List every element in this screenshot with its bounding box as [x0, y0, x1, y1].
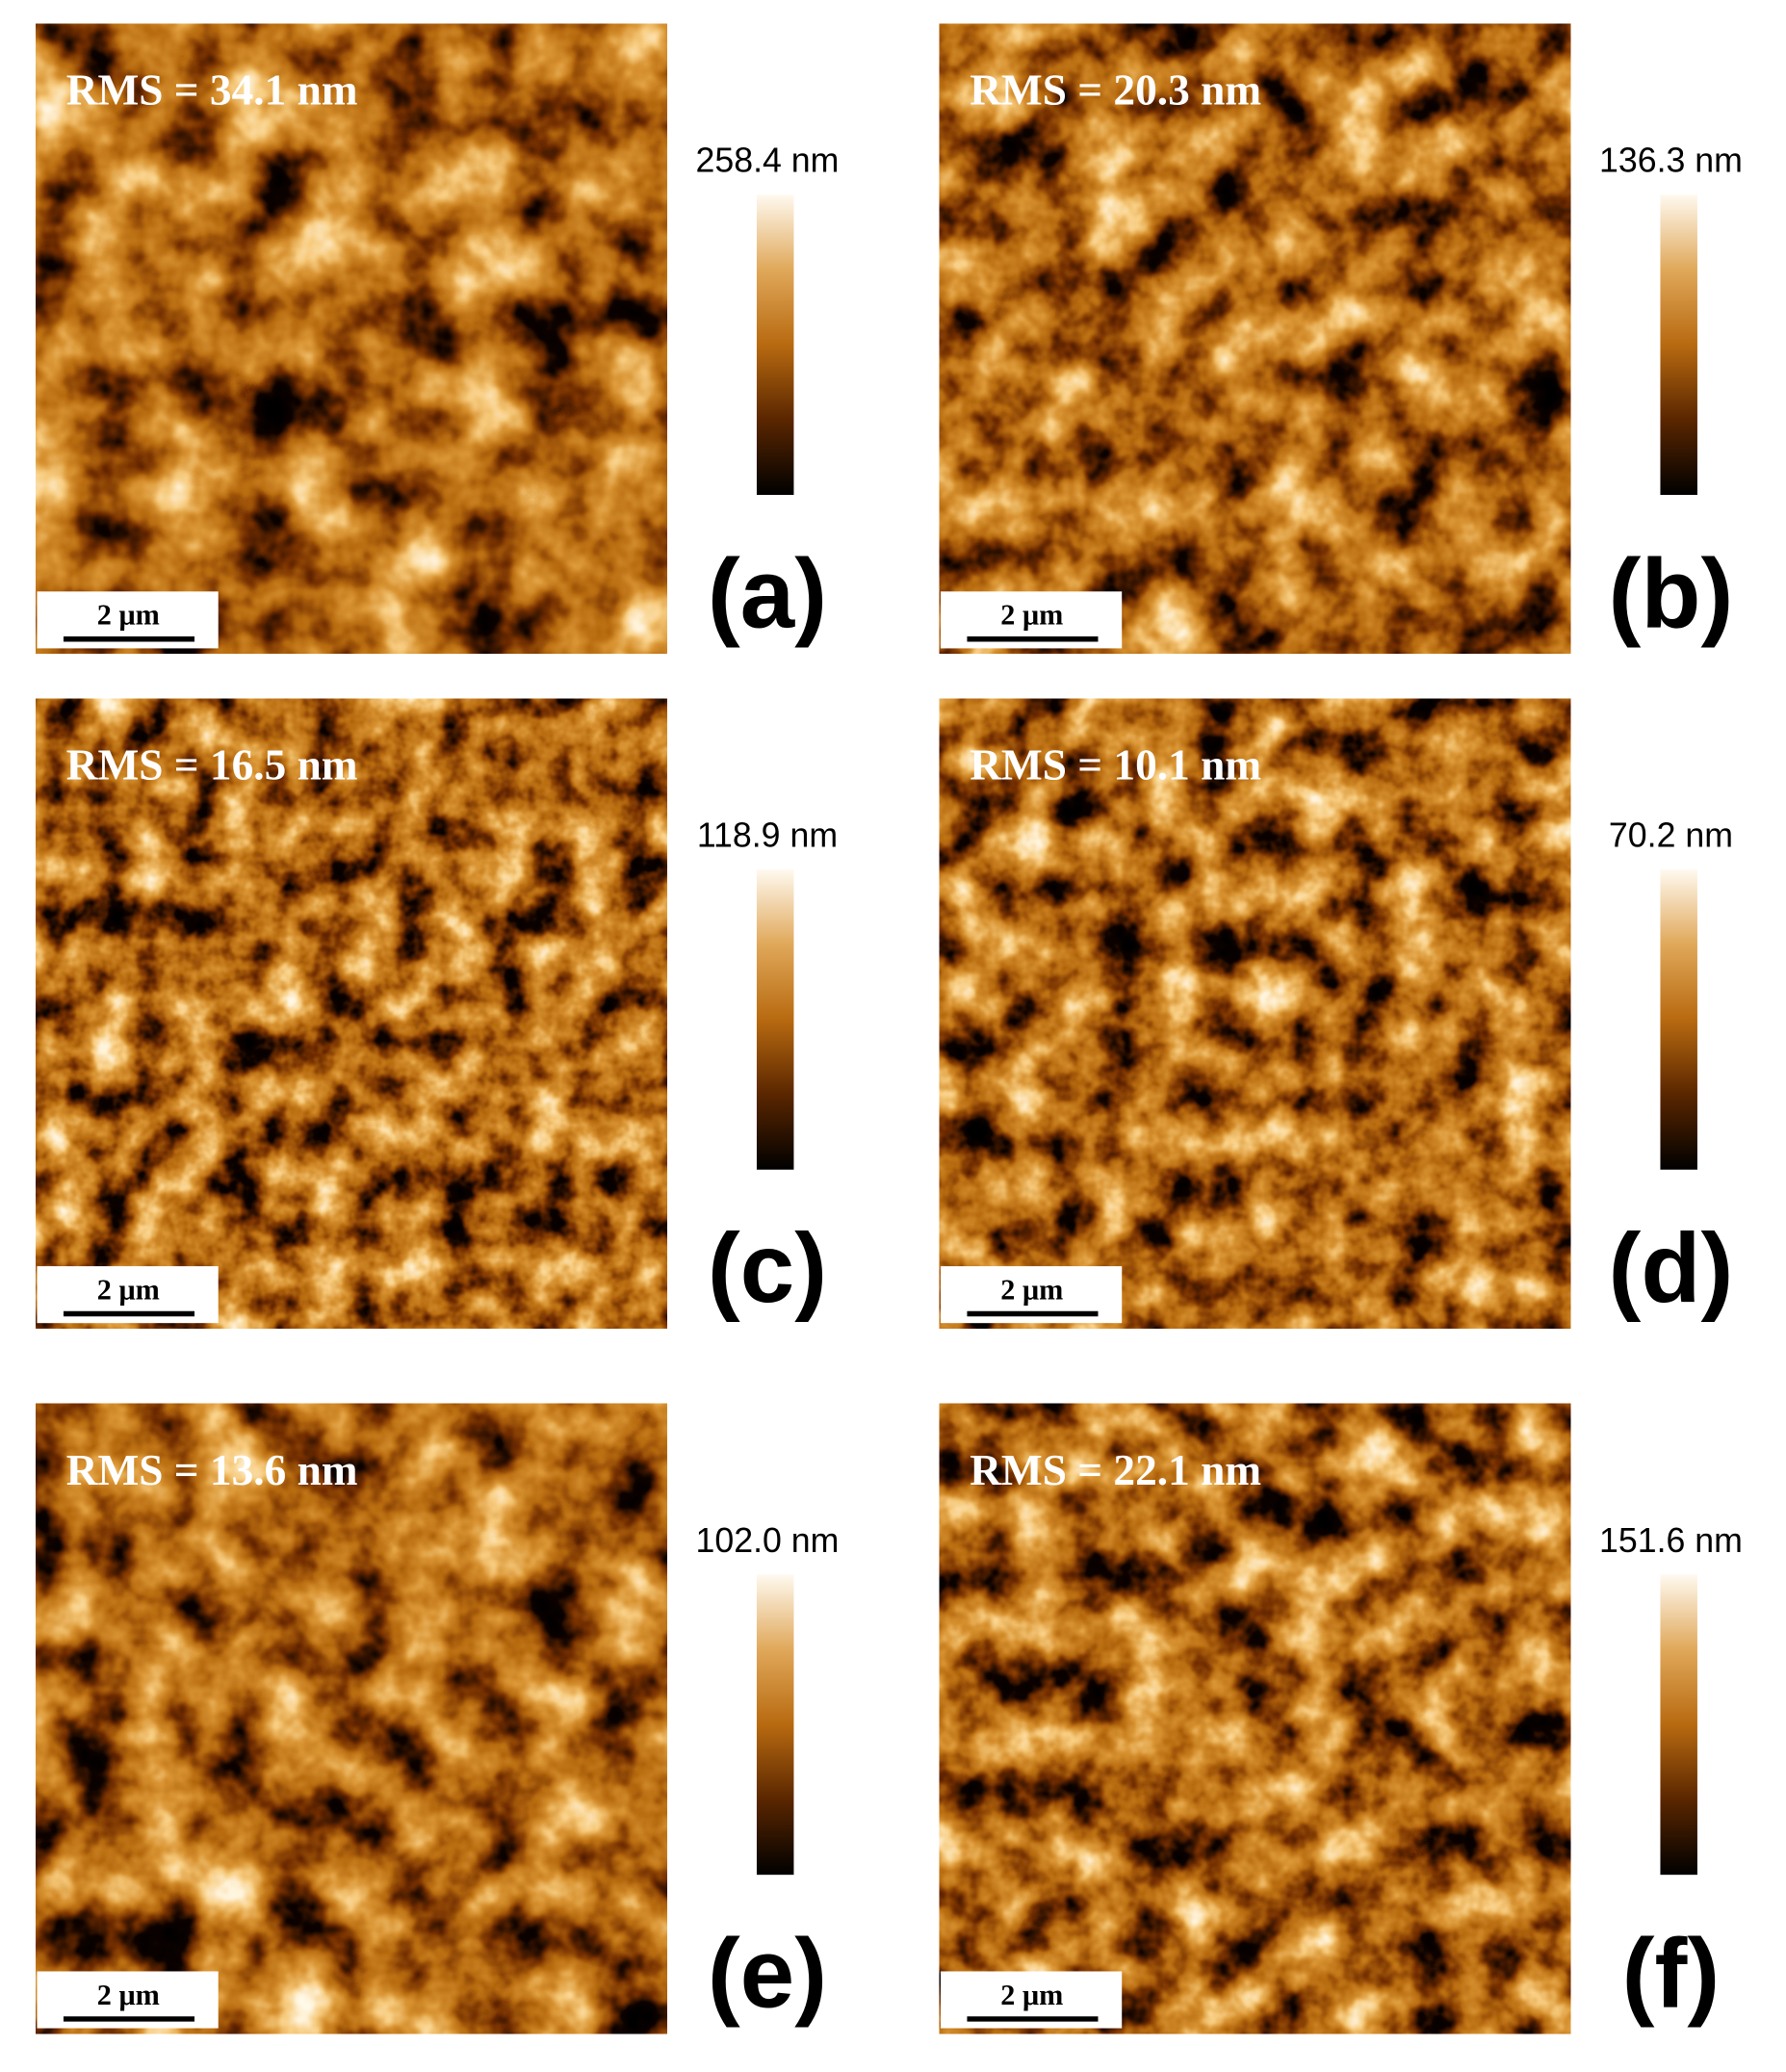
panel: RMS = 10.1 nm 2 μm 70.2 nm (d) [939, 698, 1734, 1329]
panel: RMS = 16.5 nm 2 μm 118.9 nm (c) [36, 698, 838, 1329]
panel-label: (f) [1622, 1919, 1721, 2029]
colorbar [1660, 1574, 1697, 1876]
colorbar-max: 258.4 nm [695, 142, 839, 180]
colorbar [756, 194, 794, 496]
colorbar [756, 868, 794, 1170]
rms-label: RMS = 20.3 nm [970, 66, 1261, 115]
scale-bar-label: 2 μm [1000, 1273, 1063, 1306]
panel: RMS = 34.1 nm 2 μm 258.4 nm (a) [36, 23, 839, 654]
colorbar-max: 118.9 nm [697, 816, 838, 855]
panel-label: (d) [1609, 1213, 1734, 1323]
scale-bar-label: 2 μm [97, 1273, 160, 1306]
panel: RMS = 13.6 nm 2 μm 102.0 nm (e) [36, 1403, 839, 2034]
panel: RMS = 22.1 nm 2 μm 151.6 nm (f) [939, 1403, 1743, 2034]
panel-label: (a) [708, 538, 827, 648]
scale-bar-label: 2 μm [97, 1979, 160, 2011]
rms-label: RMS = 22.1 nm [970, 1446, 1261, 1494]
rms-label: RMS = 16.5 nm [66, 740, 358, 789]
colorbar [756, 1574, 794, 1876]
rms-label: RMS = 10.1 nm [970, 740, 1261, 789]
colorbar-max: 70.2 nm [1609, 816, 1733, 855]
scale-bar-label: 2 μm [1000, 1979, 1063, 2011]
colorbar [1660, 194, 1697, 496]
afm-image [939, 23, 1571, 654]
colorbar-max: 151.6 nm [1599, 1521, 1743, 1560]
afm-image [36, 1403, 667, 2034]
scale-bar-label: 2 μm [1000, 599, 1063, 632]
rms-label: RMS = 34.1 nm [66, 66, 358, 115]
panel-label: (b) [1609, 538, 1734, 648]
colorbar-max: 102.0 nm [695, 1521, 839, 1560]
colorbar [1660, 868, 1697, 1170]
panel: RMS = 20.3 nm 2 μm 136.3 nm (b) [939, 23, 1743, 654]
scale-bar-label: 2 μm [97, 599, 160, 632]
afm-image [36, 23, 667, 654]
colorbar-max: 136.3 nm [1599, 142, 1743, 180]
panel-label: (c) [708, 1213, 827, 1323]
afm-image [939, 1403, 1571, 2034]
afm-image [36, 698, 667, 1329]
rms-label: RMS = 13.6 nm [66, 1446, 358, 1494]
panel-label: (e) [708, 1919, 827, 2029]
afm-image [939, 698, 1571, 1329]
